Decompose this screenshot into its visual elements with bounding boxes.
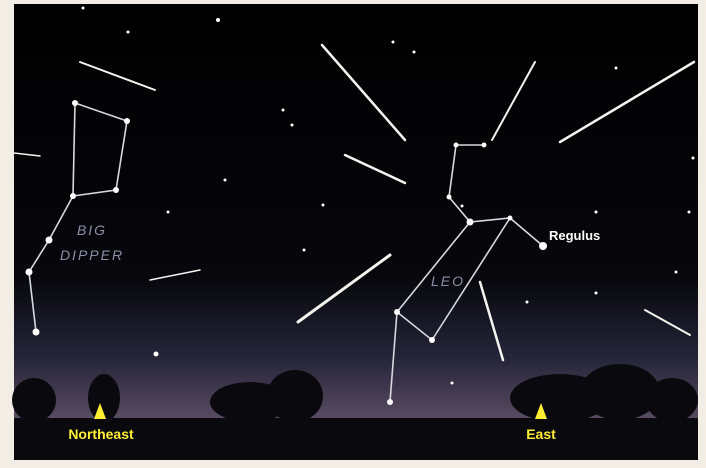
direction-label: Northeast xyxy=(68,426,134,442)
direction-label: East xyxy=(526,426,556,442)
star-label: Regulus xyxy=(549,228,600,243)
constellation-label: DIPPER xyxy=(60,247,124,263)
sky-chart: BIG DIPPER LEO Regulus Northeast East xyxy=(0,0,706,468)
constellation-label: LEO xyxy=(431,273,465,289)
constellation-label: BIG xyxy=(77,222,107,238)
